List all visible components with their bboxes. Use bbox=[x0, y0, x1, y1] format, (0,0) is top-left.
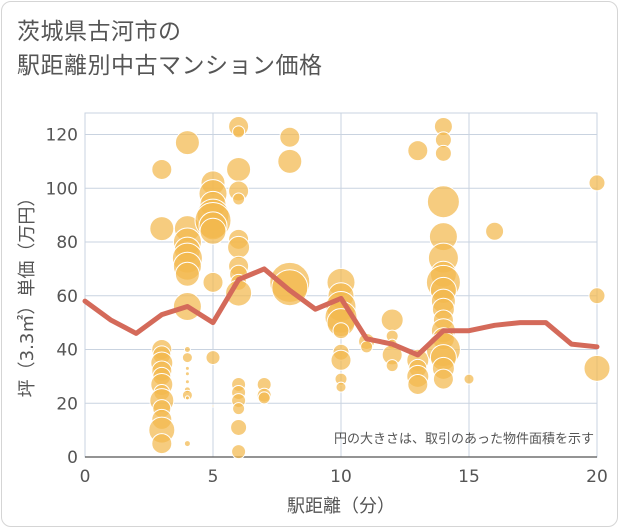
bubbles bbox=[148, 115, 611, 460]
y-tick-label: 80 bbox=[56, 233, 78, 253]
y-tick-label: 100 bbox=[46, 179, 78, 199]
bubble-point bbox=[407, 373, 429, 395]
bubble-point bbox=[277, 148, 303, 174]
bubble-point bbox=[181, 352, 193, 364]
bubble-point bbox=[463, 373, 475, 385]
bubble-point bbox=[426, 185, 460, 219]
bubble-point bbox=[202, 271, 224, 293]
x-tick-labels: 0 5 10 15 20 bbox=[80, 467, 608, 487]
size-note: 円の大きさは、取引のあった物件面積を示す bbox=[334, 432, 594, 447]
bubble-point bbox=[205, 350, 221, 366]
bubble-point bbox=[335, 381, 347, 393]
bubble-point bbox=[184, 365, 190, 371]
y-tick-label: 20 bbox=[56, 394, 78, 414]
x-tick-label: 0 bbox=[80, 467, 91, 487]
chart-title: 茨城県古河市の 駅距離別中古マンション価格 bbox=[17, 15, 323, 83]
bubble-point bbox=[330, 349, 352, 371]
bubble-point bbox=[211, 404, 215, 408]
chart-title-line-2: 駅距離別中古マンション価格 bbox=[17, 53, 323, 79]
bubble-point bbox=[227, 235, 251, 259]
chart-title-line-1: 茨城県古河市の bbox=[17, 19, 182, 45]
average-price-line bbox=[82, 266, 600, 358]
bubble-point bbox=[332, 322, 350, 340]
bubble-point bbox=[232, 402, 246, 416]
x-tick-label: 10 bbox=[330, 467, 352, 487]
bubble-point bbox=[432, 368, 454, 390]
x-tick-label: 5 bbox=[208, 467, 219, 487]
bubble-point bbox=[588, 287, 606, 305]
bubble-point bbox=[385, 359, 399, 373]
x-tick-label: 20 bbox=[586, 467, 608, 487]
y-tick-label: 0 bbox=[67, 448, 78, 468]
bubble-point bbox=[485, 221, 505, 241]
y-tick-label: 60 bbox=[56, 287, 78, 307]
y-tick-label: 40 bbox=[56, 341, 78, 361]
average-line bbox=[82, 266, 600, 358]
grid-lines bbox=[84, 112, 598, 458]
bubble-point bbox=[226, 156, 252, 182]
bubble-point bbox=[407, 140, 429, 162]
bubble-point bbox=[360, 340, 374, 354]
bubble-point bbox=[199, 217, 227, 245]
bubble-point bbox=[184, 379, 190, 385]
y-axis-title: 坪（3.3㎡）単価（万円） bbox=[16, 189, 38, 398]
bubble-point bbox=[434, 144, 452, 162]
bubble-point bbox=[151, 158, 173, 180]
bubble-point bbox=[151, 433, 173, 455]
bubble-point bbox=[279, 126, 301, 148]
bubble-point bbox=[149, 216, 175, 242]
x-axis-title: 駅距離（分） bbox=[287, 496, 395, 517]
bubble-point bbox=[184, 395, 190, 401]
bubble-point bbox=[257, 391, 271, 405]
bubble-point bbox=[232, 192, 246, 206]
bubble-point bbox=[184, 371, 190, 377]
bubble-point bbox=[183, 440, 191, 448]
y-tick-labels: 0 20 40 60 80 100 120 bbox=[46, 126, 78, 469]
bubble-point bbox=[588, 174, 606, 192]
bubble-point bbox=[231, 444, 247, 460]
bubble-point bbox=[230, 418, 248, 436]
bubble-point bbox=[232, 125, 246, 139]
y-tick-label: 120 bbox=[46, 126, 78, 146]
bubble-point bbox=[174, 130, 200, 156]
x-tick-label: 15 bbox=[458, 467, 480, 487]
bubble-point bbox=[583, 354, 611, 382]
bubble-point bbox=[380, 308, 404, 332]
bubble-point bbox=[183, 346, 191, 353]
bubble-point bbox=[174, 261, 200, 287]
